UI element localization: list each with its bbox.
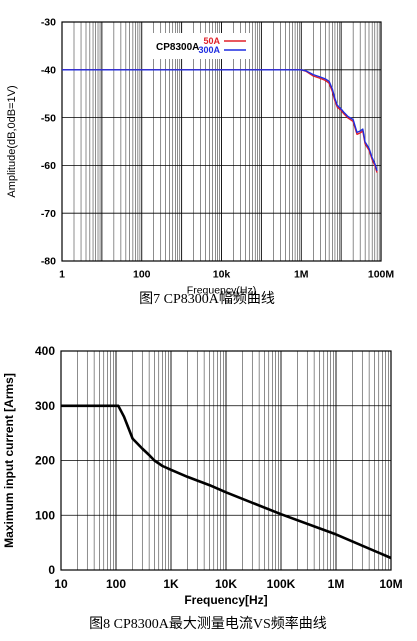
y-tick-label: 100 — [35, 508, 55, 522]
y-tick-label: -40 — [41, 64, 56, 76]
legend-label: 300A — [198, 45, 220, 55]
y-tick-label: -50 — [41, 112, 56, 124]
legend-title: CP8300A — [156, 42, 199, 53]
y-axis-label: Maximum input current [Arms] — [2, 373, 16, 548]
x-tick-label: 1M — [328, 577, 345, 591]
x-tick-label: 10M — [379, 577, 402, 591]
y-tick-label: -30 — [41, 17, 56, 29]
x-tick-label: 1 — [59, 269, 65, 281]
series-line-50A — [62, 69, 378, 173]
x-tick-label: 100 — [133, 269, 151, 281]
series-line-1 — [61, 404, 392, 560]
figure-caption: 图8 CP8300A最大测量电流VS频率曲线 — [89, 615, 327, 632]
x-axis-label: Frequency(Hz) — [187, 285, 256, 297]
x-tick-label: 1M — [294, 269, 309, 281]
legend-label: 50A — [203, 36, 220, 46]
y-tick-label: -60 — [41, 160, 56, 172]
y-axis-label: Amplitude(dB,0dB=1V) — [6, 85, 18, 197]
plot-frame — [60, 350, 392, 571]
series-line-300A — [62, 69, 378, 171]
y-tick-label: 400 — [35, 344, 55, 358]
y-tick-label: -70 — [41, 208, 56, 220]
y-tick-label: -80 — [41, 256, 56, 268]
x-tick-label: 10k — [213, 269, 231, 281]
y-tick-label: 300 — [35, 399, 55, 413]
figure-caption: 图7 CP8300A幅频曲线 — [139, 291, 275, 307]
x-tick-label: 100K — [267, 577, 296, 591]
legend-box — [151, 33, 252, 59]
x-axis-label: Frequency[Hz] — [184, 593, 267, 607]
y-tick-label: 200 — [35, 454, 55, 468]
x-tick-label: 100 — [106, 577, 126, 591]
chart-1: 1 100 10k 1M 100M -30 -40 -50 -60 -70 -80 Frequency… — [6, 17, 394, 307]
plot-frame — [61, 21, 382, 262]
x-tick-label: 10K — [215, 577, 237, 591]
x-tick-label: 10 — [54, 577, 68, 591]
chart-2: 10 100 1K 10K 100K 1M 10M 0 100 200 300 400 Frequenc… — [2, 344, 403, 632]
y-tick-label: 0 — [48, 563, 55, 577]
x-tick-label: 100M — [368, 269, 395, 281]
x-tick-label: 1K — [163, 577, 179, 591]
grid — [61, 350, 391, 571]
